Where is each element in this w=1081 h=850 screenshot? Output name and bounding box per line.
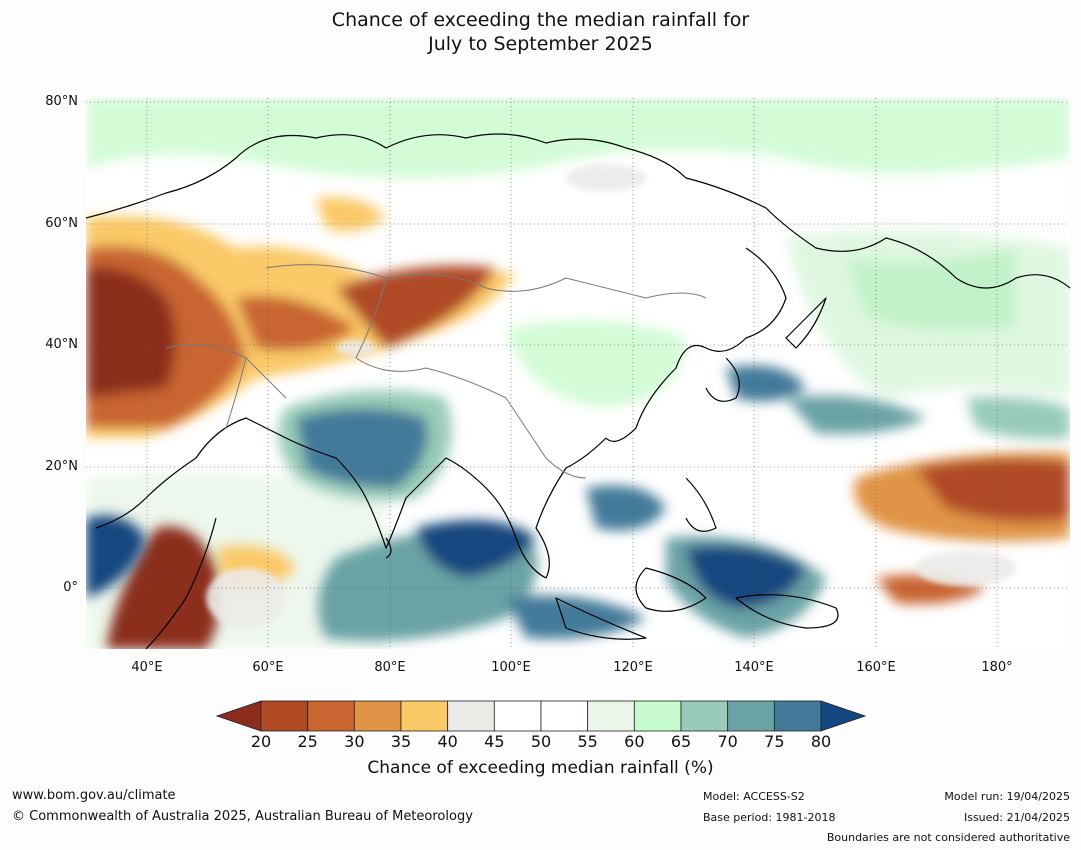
lon-label-120e: 120°E bbox=[613, 660, 653, 675]
map-title: Chance of exceeding the median rainfall … bbox=[0, 8, 1081, 56]
near-median-patches bbox=[206, 164, 1016, 628]
colorbar-segment bbox=[307, 700, 355, 732]
lat-label-80n: 80°N bbox=[45, 94, 78, 109]
colorbar-segment bbox=[400, 700, 449, 732]
colorbar-arrow-high bbox=[820, 700, 866, 732]
lon-label-80e: 80°E bbox=[374, 660, 406, 675]
map-svg bbox=[86, 98, 1070, 649]
colorbar-arrow-low bbox=[216, 700, 262, 732]
colorbar-segment bbox=[773, 700, 822, 732]
lon-label-140e: 140°E bbox=[734, 660, 774, 675]
colorbar-segment bbox=[493, 700, 542, 732]
rainfall-map[interactable] bbox=[86, 98, 1070, 649]
colorbar-segment bbox=[260, 700, 309, 732]
footer-disclaimer: Boundaries are not considered authoritat… bbox=[826, 831, 1070, 844]
wet-anomaly-fields bbox=[86, 365, 1070, 641]
lat-label-40n: 40°N bbox=[45, 337, 78, 352]
colorbar-tick-label: 45 bbox=[484, 732, 505, 751]
colorbar-segment bbox=[447, 700, 495, 732]
colorbar-segments bbox=[216, 700, 866, 732]
lon-label-60e: 60°E bbox=[252, 660, 284, 675]
lon-label-40e: 40°E bbox=[131, 660, 163, 675]
footer-model: Model: ACCESS-S2 bbox=[703, 790, 805, 803]
country-borders bbox=[165, 264, 707, 479]
footer-copyright: © Commonwealth of Australia 2025, Austra… bbox=[12, 809, 473, 824]
colorbar-label: Chance of exceeding median rainfall (%) bbox=[367, 758, 714, 778]
footer-base-period: Base period: 1981-2018 bbox=[703, 811, 836, 824]
colorbar-tick-label: 80 bbox=[810, 732, 832, 751]
colorbar-tick-label: 50 bbox=[530, 732, 552, 751]
colorbar-tick-label: 25 bbox=[297, 732, 318, 751]
colorbar-legend bbox=[216, 700, 866, 732]
colorbar-tick-label: 35 bbox=[390, 732, 412, 751]
footer-issued: Issued: 21/04/2025 bbox=[963, 811, 1070, 824]
coastlines bbox=[86, 133, 1070, 649]
colorbar-segment bbox=[353, 700, 402, 732]
lon-label-180: 180° bbox=[981, 660, 1013, 675]
lon-label-100e: 100°E bbox=[491, 660, 531, 675]
colorbar-tick-label: 70 bbox=[717, 732, 738, 751]
colorbar-tick-label: 75 bbox=[764, 732, 785, 751]
colorbar-segment bbox=[587, 700, 635, 732]
lon-label-160e: 160°E bbox=[856, 660, 896, 675]
lat-label-20n: 20°N bbox=[45, 459, 78, 474]
graticule bbox=[86, 98, 1070, 649]
colorbar-segment bbox=[680, 700, 729, 732]
dry-anomaly-fields bbox=[86, 197, 1070, 649]
footer-model-run: Model run: 19/04/2025 bbox=[944, 790, 1070, 803]
lat-label-60n: 60°N bbox=[45, 216, 78, 231]
colorbar-segment bbox=[540, 700, 589, 732]
colorbar-tick-label: 30 bbox=[344, 732, 365, 751]
colorbar-tick-label: 20 bbox=[250, 732, 272, 751]
colorbar-segment bbox=[633, 700, 682, 732]
colorbar-tick-label: 60 bbox=[624, 732, 645, 751]
title-line-2: July to September 2025 bbox=[428, 33, 653, 55]
footer-website[interactable]: www.bom.gov.au/climate bbox=[12, 788, 176, 803]
colorbar-tick-label: 55 bbox=[577, 732, 598, 751]
colorbar-tick-label: 40 bbox=[437, 732, 458, 751]
lat-label-0: 0° bbox=[63, 580, 78, 595]
colorbar-tick-label: 65 bbox=[670, 732, 692, 751]
colorbar-segment bbox=[727, 700, 775, 732]
title-line-1: Chance of exceeding the median rainfall … bbox=[331, 9, 750, 31]
